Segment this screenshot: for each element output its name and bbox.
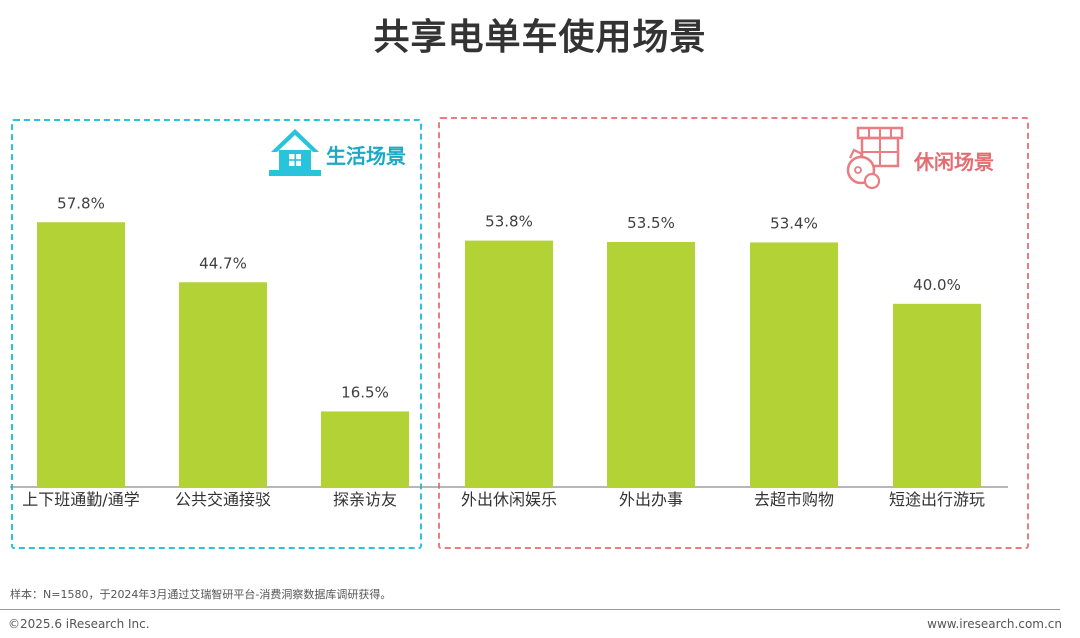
bar	[750, 242, 838, 487]
leisure-scene-badge: 休闲场景	[846, 126, 994, 194]
bar-value-label: 53.8%	[485, 213, 533, 231]
bar-value-label: 40.0%	[913, 276, 961, 294]
bar-chart: 57.8% 上下班通勤/通学 44.7% 公共交通接驳 16.5% 探亲访友 53.8% 外出…	[10, 194, 1008, 509]
bar-value-label: 53.5%	[627, 214, 675, 232]
shopping-store-icon	[846, 126, 908, 194]
bar-value-label: 16.5%	[341, 383, 389, 401]
bar-value-label: 53.4%	[770, 214, 818, 232]
category-label: 外出休闲娱乐	[461, 490, 557, 509]
category-label: 短途出行游玩	[889, 490, 985, 509]
bar	[37, 222, 125, 487]
sample-footnote: 样本：N=1580，于2024年3月通过艾瑞智研平台-消费洞察数据库调研获得。	[10, 588, 392, 601]
life-scene-label: 生活场景	[326, 143, 406, 168]
footer-divider	[0, 609, 1060, 610]
bar-value-label: 57.8%	[57, 194, 105, 212]
leisure-scene-label: 休闲场景	[914, 149, 994, 174]
bar	[893, 303, 981, 487]
bar-value-label: 44.7%	[199, 254, 247, 272]
website-url: www.iresearch.com.cn	[927, 617, 1062, 631]
bar	[179, 282, 267, 487]
life-scene-panel	[11, 119, 422, 549]
category-label: 外出办事	[619, 490, 683, 509]
house-icon	[268, 126, 322, 182]
category-label: 公共交通接驳	[175, 490, 271, 509]
bar	[465, 240, 553, 487]
category-label: 探亲访友	[333, 490, 397, 509]
category-label: 上下班通勤/通学	[22, 490, 139, 509]
copyright-text: ©2025.6 iResearch Inc.	[8, 617, 150, 631]
life-scene-badge: 生活场景	[268, 126, 406, 182]
category-label: 去超市购物	[754, 490, 834, 509]
bar	[607, 241, 695, 487]
bar	[321, 411, 409, 487]
page-title: 共享电单车使用场景	[373, 17, 707, 58]
leisure-scene-panel	[438, 117, 1029, 549]
